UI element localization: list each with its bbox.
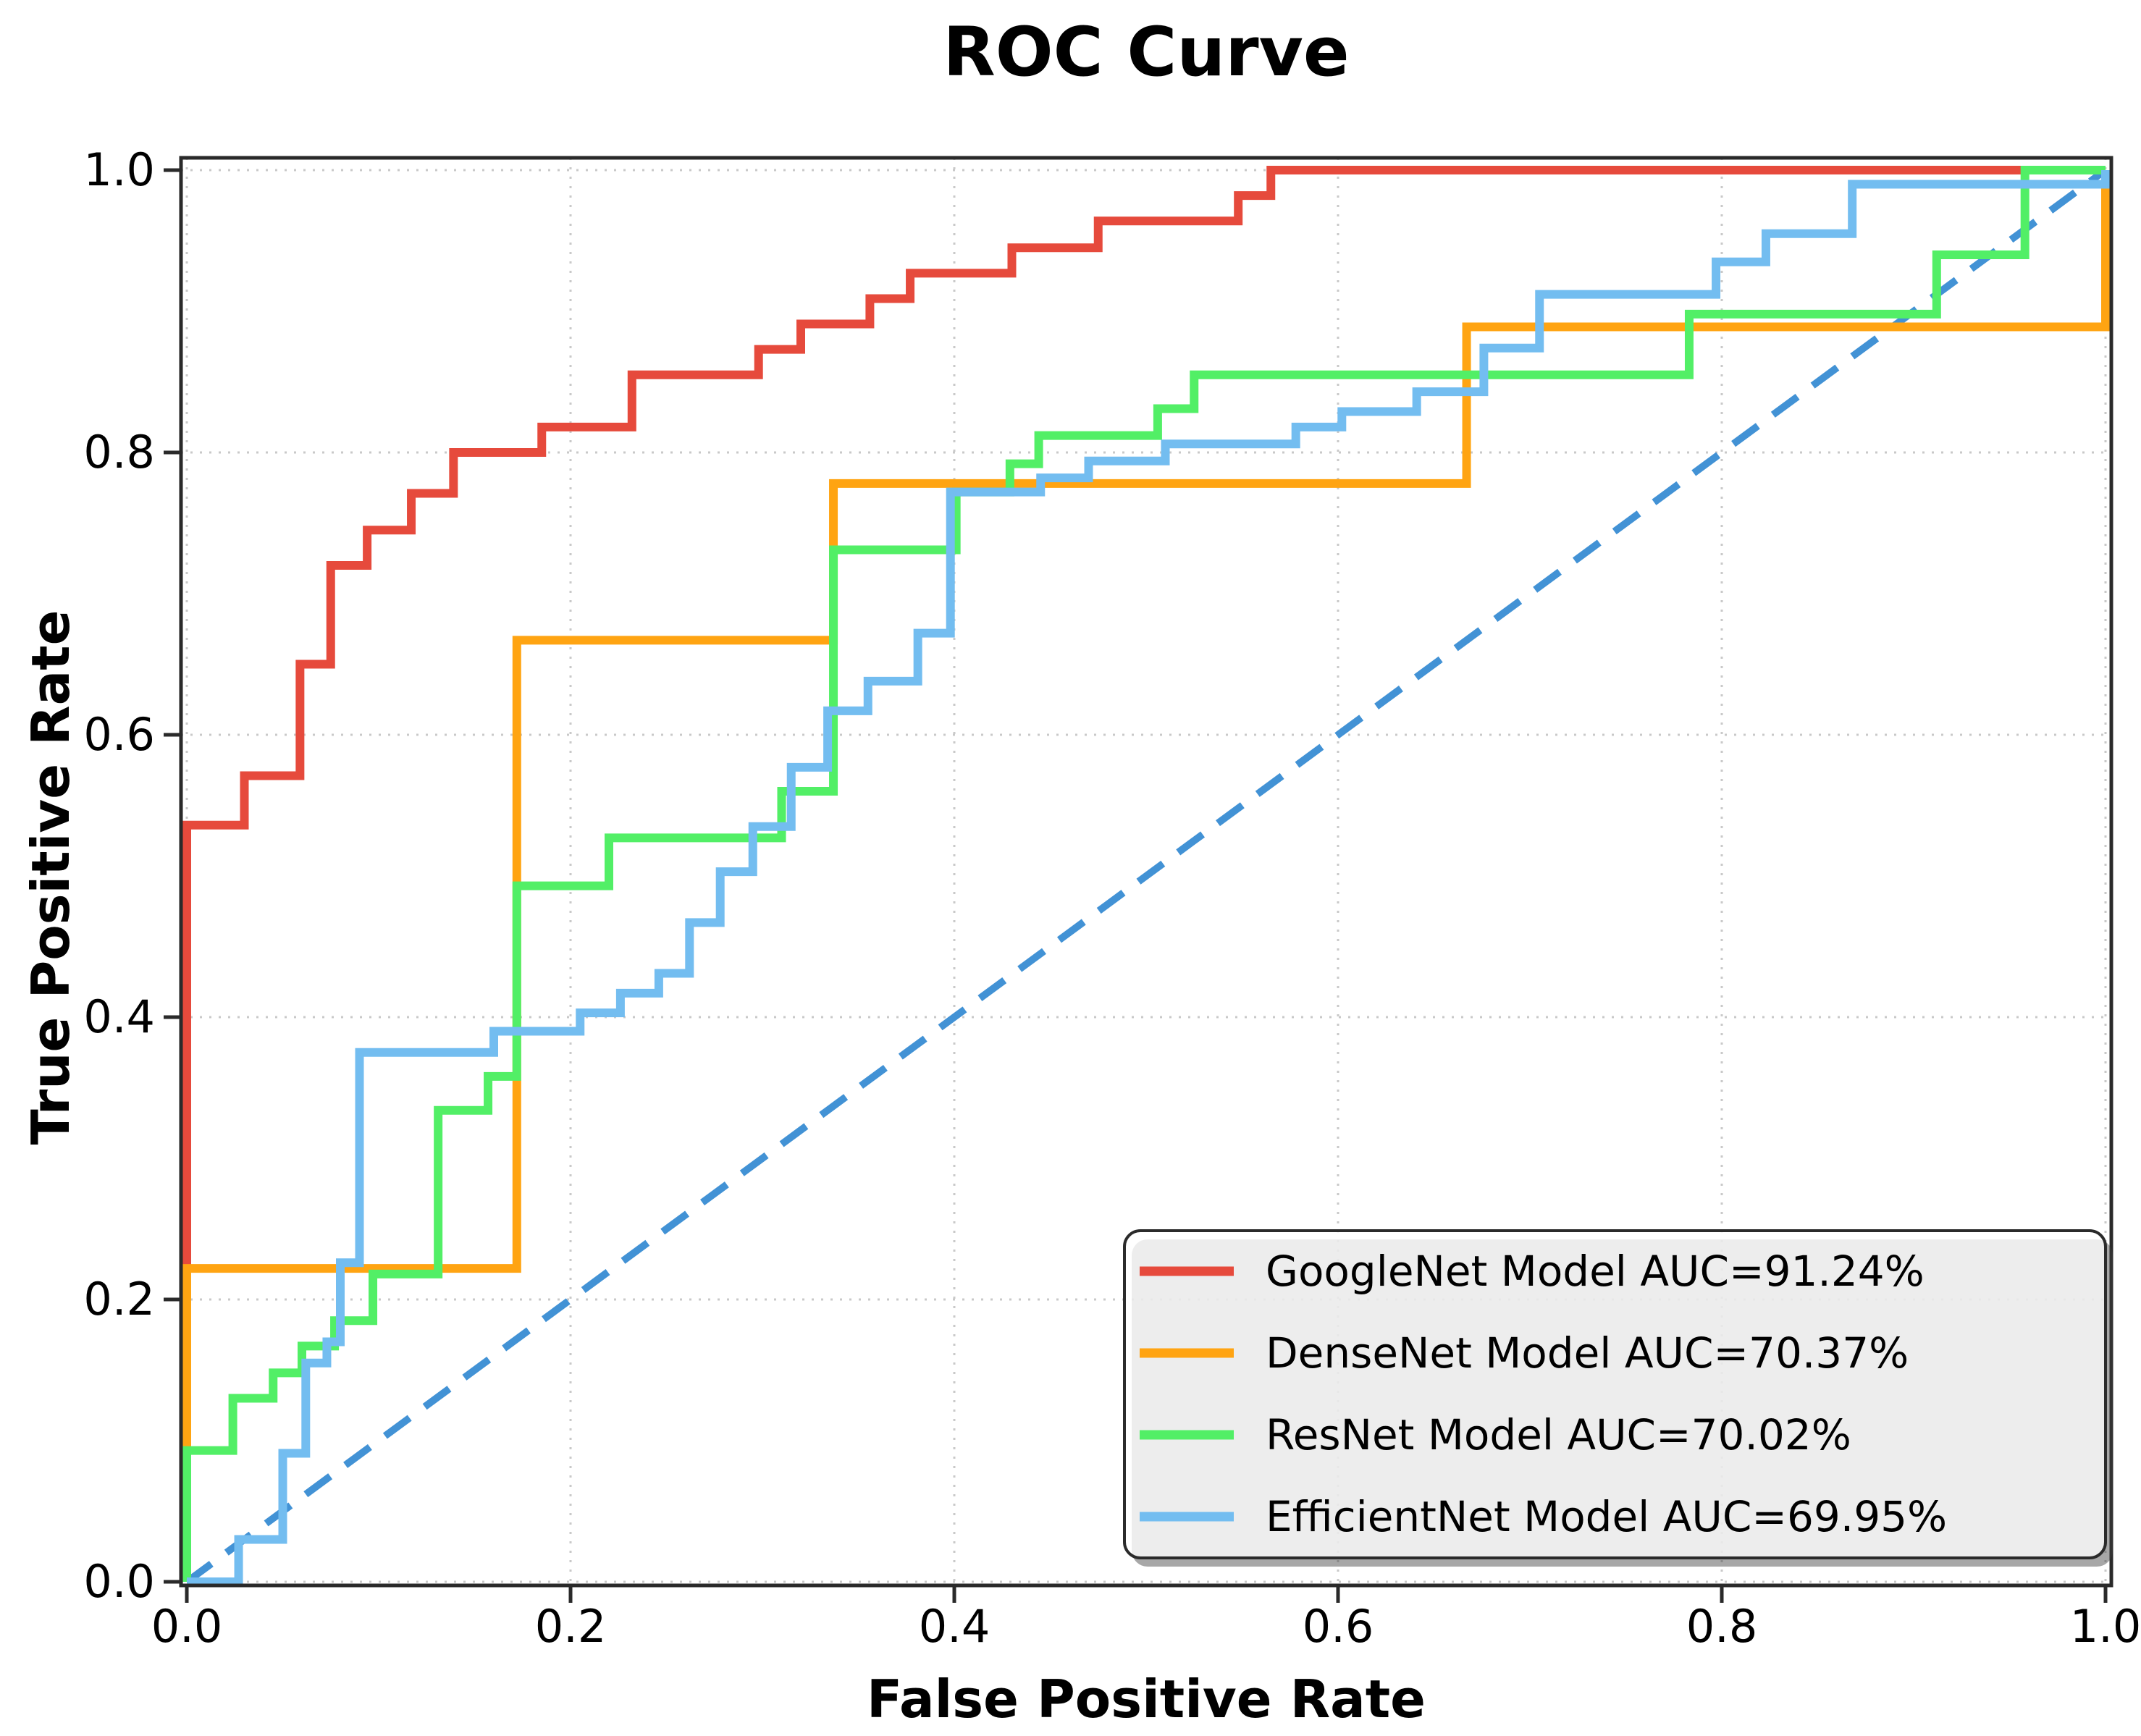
y-tick-label-0.0: 0.0 xyxy=(83,1555,155,1608)
y-tick-label-0.6: 0.6 xyxy=(83,708,155,761)
series-line-googlenet xyxy=(182,166,2106,1582)
legend-item-efficientnet: EfficientNet Model AUC=69.95% xyxy=(1140,1492,1947,1541)
x-tick-label-1.0: 1.0 xyxy=(2070,1600,2141,1653)
y-tick-label-1.0: 1.0 xyxy=(83,143,155,196)
axes-spines xyxy=(179,156,2113,1588)
legend: GoogleNet Model AUC=91.24% DenseNet Model… xyxy=(1123,1229,2113,1567)
legend-item-resnet: ResNet Model AUC=70.02% xyxy=(1140,1410,1851,1459)
x-tick-label-0.8: 0.8 xyxy=(1686,1600,1758,1653)
legend-label-resnet: ResNet Model AUC=70.02% xyxy=(1266,1410,1851,1459)
y-tick-label-0.4: 0.4 xyxy=(83,990,155,1043)
series-line-resnet xyxy=(182,166,2106,1582)
y-tick-label-0.2: 0.2 xyxy=(83,1273,155,1326)
legend-label-densenet: DenseNet Model AUC=70.37% xyxy=(1266,1328,1909,1378)
x-tick-label-0.2: 0.2 xyxy=(535,1600,607,1653)
y-tick-label-0.8: 0.8 xyxy=(83,426,155,479)
series-line-efficientnet xyxy=(187,170,2110,1586)
y-axis-label: True Positive Rate xyxy=(20,610,81,1145)
legend-item-densenet: DenseNet Model AUC=70.37% xyxy=(1140,1328,1909,1378)
series-curves xyxy=(182,166,2110,1586)
diagonal-dashed-line xyxy=(185,167,2108,1585)
x-tick-label-0.4: 0.4 xyxy=(919,1600,990,1653)
legend-box xyxy=(1123,1229,2107,1559)
x-tick-label-0.6: 0.6 xyxy=(1303,1600,1374,1653)
legend-label-googlenet: GoogleNet Model AUC=91.24% xyxy=(1266,1247,1925,1296)
tick-labels: 0.0 0.2 0.4 0.6 0.8 1.0 0.0 0.2 0.4 0.6 0.8 1.0 xyxy=(83,143,2141,1653)
tick-marks xyxy=(164,168,2108,1603)
x-tick-label-0.0: 0.0 xyxy=(151,1600,223,1653)
legend-item-googlenet: GoogleNet Model AUC=91.24% xyxy=(1140,1247,1925,1296)
legend-label-efficientnet: EfficientNet Model AUC=69.95% xyxy=(1266,1492,1947,1541)
chart-title: ROC Curve xyxy=(943,13,1349,92)
x-axis-label: False Positive Rate xyxy=(867,1669,1426,1729)
chance-diagonal-line xyxy=(185,167,2108,1585)
